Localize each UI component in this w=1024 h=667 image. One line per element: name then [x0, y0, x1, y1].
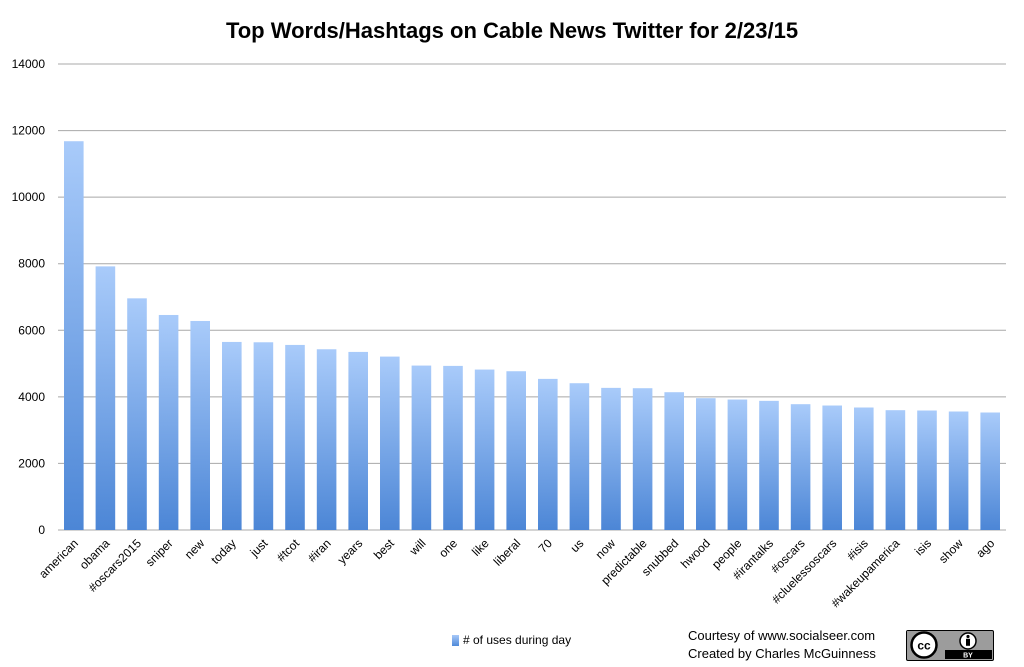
bar-snubbed — [664, 392, 684, 530]
credit-line-1: Courtesy of www.socialseer.com — [688, 628, 876, 643]
x-tick-label: one — [436, 536, 460, 560]
bar-american — [64, 141, 84, 531]
bar-predictable — [632, 388, 653, 530]
bar-obama — [95, 266, 116, 530]
bar-isis — [917, 410, 937, 530]
gridlines — [58, 63, 1006, 531]
credit-line-2: Created by Charles McGuinness — [688, 646, 876, 661]
bar-tcot — [285, 344, 305, 530]
legend: # of uses during day — [452, 633, 571, 647]
y-tick-label: 8000 — [18, 257, 45, 271]
x-tick-label: sniper — [143, 536, 176, 569]
bar-iran — [316, 349, 337, 530]
y-tick-label: 14000 — [12, 57, 46, 71]
bar-new — [190, 320, 210, 530]
x-tick-label: us — [568, 536, 587, 555]
bar-ago — [980, 412, 1000, 530]
bar-people — [727, 399, 748, 530]
bar-oscars — [790, 404, 811, 530]
bar-will — [411, 365, 432, 530]
bar-just — [253, 342, 274, 530]
bar-us — [569, 383, 590, 530]
y-tick-label: 10000 — [12, 190, 46, 204]
bar-best — [380, 356, 400, 530]
legend-label: # of uses during day — [463, 633, 572, 647]
bars — [64, 141, 1000, 531]
bar-now — [601, 387, 621, 530]
y-tick-label: 6000 — [18, 323, 45, 337]
x-tick-label: best — [371, 536, 397, 562]
x-tick-label: #isis — [844, 536, 871, 563]
x-tick-label: ago — [973, 536, 997, 560]
bar-hwood — [696, 398, 716, 530]
x-tick-label: 70 — [536, 536, 556, 556]
x-tick-label: show — [936, 536, 966, 566]
x-tick-label: new — [182, 536, 208, 562]
y-tick-label: 4000 — [18, 390, 45, 404]
y-axis-ticks: 0 2000 4000 6000 8000 10000 12000 14000 — [12, 57, 46, 537]
x-tick-label: liberal — [491, 536, 524, 569]
x-tick-label: isis — [912, 536, 934, 558]
bar-one — [443, 365, 463, 530]
bar-like — [474, 369, 495, 530]
bar-isis — [854, 407, 874, 530]
bar-wakeupamerica — [885, 410, 906, 530]
x-tick-label: will — [406, 536, 428, 558]
cc-by-icon: cc BY — [906, 630, 994, 661]
y-tick-label: 0 — [38, 523, 45, 537]
bar-cluelessoscars — [822, 405, 842, 530]
bar-liberal — [506, 371, 526, 530]
x-tick-label: just — [247, 536, 271, 560]
x-tick-label: like — [469, 536, 492, 559]
x-tick-label: #iran — [305, 536, 334, 565]
x-tick-label: american — [36, 536, 81, 581]
x-tick-label: today — [208, 536, 239, 567]
chart-title: Top Words/Hashtags on Cable News Twitter… — [225, 18, 799, 43]
y-tick-label: 12000 — [12, 124, 46, 138]
by-text: BY — [963, 653, 973, 660]
y-tick-label: 2000 — [18, 456, 45, 470]
x-tick-label: now — [593, 536, 619, 562]
bar-oscars2015 — [127, 298, 147, 530]
x-tick-label: #tcot — [274, 536, 303, 565]
bar-70 — [538, 378, 558, 530]
bar-irantalks — [759, 400, 779, 530]
bar-show — [948, 411, 969, 530]
x-tick-label: hwood — [678, 536, 713, 571]
x-tick-label: years — [335, 536, 366, 567]
credit-text: Courtesy of www.socialseer.com Created b… — [688, 627, 876, 663]
cc-text: cc — [917, 639, 931, 653]
bar-years — [348, 351, 368, 530]
legend-swatch — [452, 634, 459, 646]
bar-today — [222, 341, 242, 530]
bar-sniper — [158, 314, 179, 530]
